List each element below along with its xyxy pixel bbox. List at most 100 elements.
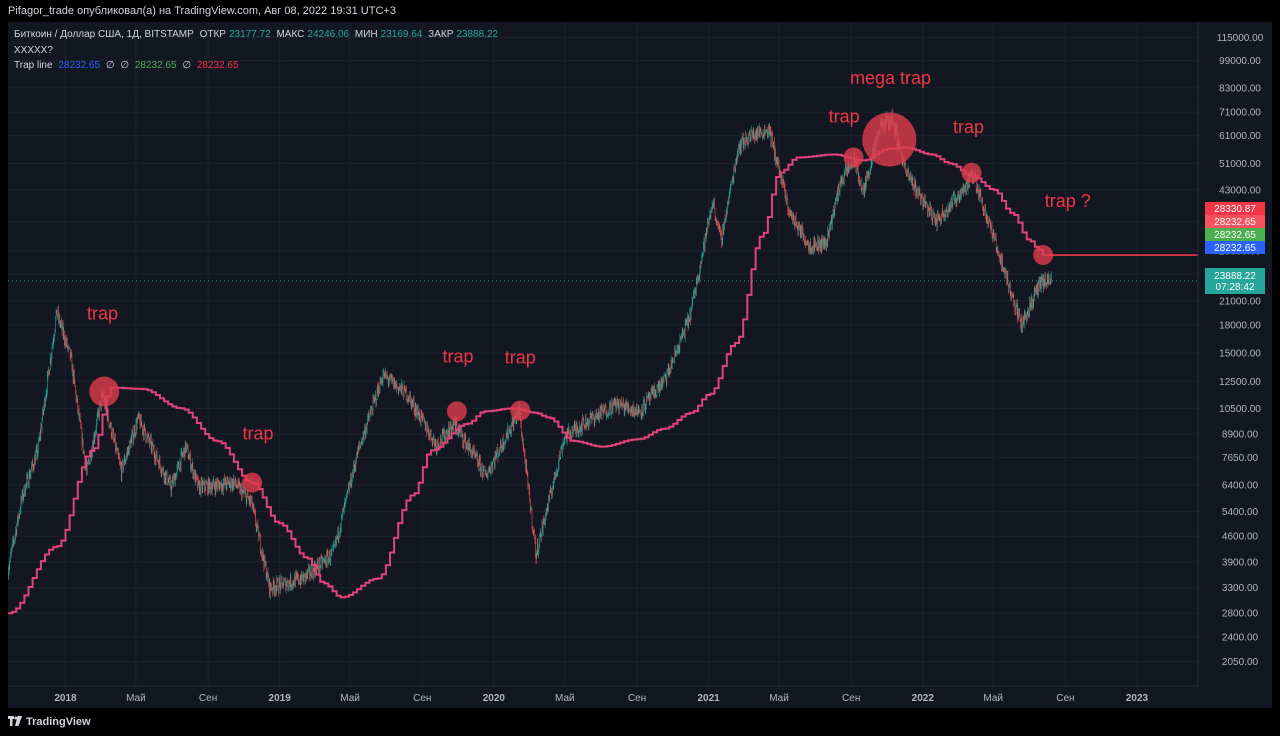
y-tick-label: 6400.00: [1222, 481, 1259, 492]
price-tags: 28330.87 28232.65 28232.65 28232.65 2388…: [1205, 202, 1265, 294]
trap-label: mega trap: [850, 68, 931, 88]
trap-circles: [89, 112, 1054, 493]
trap-circle: [446, 401, 467, 422]
tag-last-price: 23888.22: [1214, 271, 1256, 282]
tradingview-brand[interactable]: TradingView: [26, 716, 91, 728]
y-tick-label: 4600.00: [1222, 532, 1259, 543]
indicator-value-2: 28232.65: [134, 60, 177, 71]
y-tick-label: 51000.00: [1219, 159, 1261, 170]
tag-blue-bg: [1205, 241, 1265, 254]
x-tick-label: 2023: [1126, 693, 1149, 704]
tradingview-logo-icon: [8, 716, 22, 726]
close-value: 23888.22: [456, 29, 499, 40]
candles: [8, 108, 1052, 600]
y-tick-label: 10500.00: [1219, 404, 1261, 415]
open-label: ОТКР: [199, 29, 226, 40]
y-tick-label: 71000.00: [1219, 108, 1261, 119]
x-tick-label: Май: [555, 693, 575, 704]
y-tick-label: 3300.00: [1222, 583, 1259, 594]
trap-label: trap ?: [1045, 191, 1091, 211]
annotations: trap trap trap trap trap mega trap trap trap ?: [87, 68, 1091, 443]
y-tick-label: 5400.00: [1222, 507, 1259, 518]
x-tick-label: 2018: [54, 693, 77, 704]
indicator-name[interactable]: Trap line: [14, 60, 53, 71]
trap-label: trap: [829, 106, 860, 126]
legend-note: XXXXX?: [14, 44, 53, 56]
price-axis[interactable]: 115000.00 99000.00 83000.00 71000.00 61000.0…: [1197, 22, 1272, 708]
low-label: МИН: [354, 29, 378, 40]
tag-red-top: 28330.87: [1214, 204, 1256, 215]
time-axis[interactable]: 2018 Май Сен 2019 Май Сен 2020 Май Сен 2021 Май Сен…: [8, 685, 1198, 704]
tag-countdown: 07:28:42: [1216, 282, 1255, 293]
indicator-value-1: 28232.65: [58, 60, 101, 71]
x-tick-label: Сен: [413, 693, 431, 704]
y-tick-label: 99000.00: [1219, 56, 1261, 67]
y-tick-label: 83000.00: [1219, 83, 1261, 94]
y-tick-label: 2800.00: [1222, 609, 1259, 620]
trap-circle: [862, 112, 917, 167]
x-tick-label: Сен: [842, 693, 860, 704]
y-tick-label: 15000.00: [1219, 349, 1261, 360]
y-tick-label: 18000.00: [1219, 320, 1261, 331]
trap-label: trap: [242, 423, 273, 443]
chart-background: [8, 22, 1272, 708]
tag-red-top-bg: [1205, 202, 1265, 215]
x-tick-label: 2019: [269, 693, 292, 704]
y-tick-label: 12500.00: [1219, 377, 1261, 388]
indicator-sep-1: ∅: [105, 60, 115, 71]
tag-blue: 28232.65: [1214, 243, 1256, 254]
legend: Биткоин / Доллар США, 1Д, BITSTAMP ОТКР 2…: [14, 27, 501, 74]
x-tick-label: Сен: [199, 693, 217, 704]
y-tick-label: 3900.00: [1222, 557, 1259, 568]
x-tick-label: Май: [126, 693, 146, 704]
indicator-value-3: 28232.65: [196, 60, 239, 71]
close-label: ЗАКР: [428, 29, 454, 40]
open-value: 23177.72: [228, 29, 271, 40]
publish-info: Pifagor_trade опубликовал(а) на TradingV…: [0, 0, 1280, 22]
symbol-title[interactable]: Биткоин / Доллар США, 1Д, BITSTAMP: [14, 29, 194, 40]
trap-circle: [1033, 245, 1054, 266]
x-tick-label: Май: [340, 693, 360, 704]
grid: [8, 22, 1198, 686]
y-tick-label: 2050.00: [1222, 657, 1259, 668]
trap-circle: [843, 147, 864, 168]
trap-label: trap: [505, 348, 536, 368]
tag-last-bg: [1205, 268, 1265, 294]
x-tick-label: 2021: [697, 693, 720, 704]
x-tick-label: Сен: [1056, 693, 1074, 704]
y-tick-label: 61000.00: [1219, 131, 1261, 142]
y-tick-label: 115000.00: [1217, 33, 1264, 44]
tag-green-bg: [1205, 228, 1265, 241]
y-tick-label: 43000.00: [1219, 185, 1261, 196]
x-tick-label: Май: [769, 693, 789, 704]
trap-label: trap: [87, 304, 118, 324]
chart-panel[interactable]: trap trap trap trap trap mega trap trap trap ? …: [8, 22, 1272, 708]
y-tick-label: 21000.00: [1219, 296, 1261, 307]
y-tick-label: 8900.00: [1222, 429, 1259, 440]
footer: TradingView: [0, 708, 1280, 736]
trap-circle: [89, 376, 120, 407]
trap-label: trap: [443, 347, 474, 367]
x-tick-label: Май: [983, 693, 1003, 704]
indicator-sep-2: ∅: [120, 60, 130, 71]
legend-symbol-row: Биткоин / Доллар США, 1Д, BITSTAMP ОТКР 2…: [14, 27, 501, 43]
high-value: 24246.06: [307, 29, 350, 40]
y-tick-label: 2400.00: [1222, 633, 1259, 644]
low-value: 23169.64: [380, 29, 423, 40]
price-axis-bg: [1198, 22, 1272, 708]
trap-label: trap: [953, 117, 984, 137]
y-tick-label: 7650.00: [1222, 453, 1259, 464]
legend-indicator-row: Trap line 28232.65 ∅ ∅ 28232.65 ∅ 28232.…: [14, 58, 501, 74]
trap-circle: [961, 162, 982, 183]
indicator-sep-3: ∅: [182, 60, 192, 71]
high-label: МАКС: [276, 29, 305, 40]
x-tick-label: 2020: [483, 693, 506, 704]
tag-red: 28232.65: [1214, 217, 1256, 228]
tag-green: 28232.65: [1214, 230, 1256, 241]
tag-red-bg: [1205, 215, 1265, 228]
x-tick-label: Сен: [628, 693, 646, 704]
x-tick-label: 2022: [912, 693, 935, 704]
trap-circle: [510, 400, 531, 421]
trap-circle: [242, 472, 263, 493]
